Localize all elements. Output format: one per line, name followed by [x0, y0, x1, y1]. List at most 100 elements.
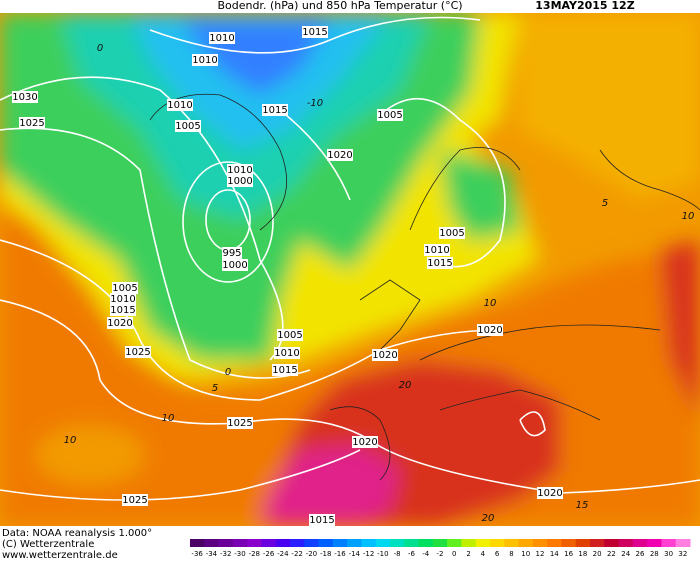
colorbar-tick-label: 10 — [521, 550, 530, 558]
colorbar-swatch — [404, 539, 420, 547]
isobar-label-bg — [19, 117, 45, 129]
colorbar-tick-label: -2 — [437, 550, 444, 558]
isobar-label: 1025 — [122, 495, 147, 506]
colorbar-swatch — [247, 539, 262, 547]
coastlines — [149, 93, 700, 481]
isobar-label-bg — [439, 227, 465, 239]
colorbar-swatch — [632, 539, 648, 547]
colorbar-swatch — [490, 539, 505, 547]
temperature-label: 20 — [399, 380, 412, 391]
isobar-label: 1000 — [222, 260, 247, 271]
colorbar-swatch — [575, 539, 591, 547]
colorbar-swatch — [547, 539, 562, 547]
isobar-label-bg — [175, 120, 201, 132]
temperature-label: 0 — [97, 43, 103, 54]
colorbar-swatch — [375, 539, 391, 547]
temperature-label: 10 — [64, 435, 77, 446]
colorbar-tick-label: 32 — [678, 550, 687, 558]
temperature-label: 15 — [576, 500, 589, 511]
isobar-label: 1020 — [107, 318, 132, 329]
colorbar-tick-label: -16 — [334, 550, 346, 558]
isobar-label-bg — [192, 54, 218, 66]
colorbar-swatch — [290, 539, 305, 547]
colorbar-swatch — [447, 539, 462, 547]
map-title: Bodendr. (hPa) und 850 hPa Temperatur (°… — [217, 0, 462, 12]
isobar-label: 1020 — [352, 437, 377, 448]
isobar-label: 1010 — [192, 55, 217, 66]
colorbar-swatch — [647, 539, 662, 547]
temperature-label: 10 — [162, 413, 175, 424]
map-date: 13MAY2015 12Z — [535, 0, 634, 12]
isobar-label: 1025 — [19, 118, 44, 129]
colorbar-swatch — [475, 539, 491, 547]
colorbar-tick-label: -34 — [206, 550, 218, 558]
colorbar-tick-label: -18 — [320, 550, 331, 558]
isobar-label: 1015 — [110, 305, 135, 316]
colorbar-tick-label: -28 — [249, 550, 260, 558]
colorbar-tick-label: -20 — [306, 550, 317, 558]
isobar-label: 1020 — [327, 150, 352, 161]
colorbar-tick-label: -4 — [422, 550, 430, 558]
colorbar-tick-label: 30 — [664, 550, 673, 558]
colorbar-swatch — [318, 539, 334, 547]
footer-line: www.wetterzentrale.de — [2, 550, 118, 561]
isobar-label: 1005 — [112, 283, 137, 294]
temperature-label: 0 — [225, 367, 231, 378]
colorbar-tick-label: 8 — [509, 550, 513, 558]
colorbar-tick-label: 12 — [536, 550, 545, 558]
footer: Data: NOAA reanalysis 1.000°(C) Wetterze… — [2, 528, 152, 561]
isobar-label-bg — [227, 417, 253, 429]
colorbar-tick-label: -10 — [377, 550, 388, 558]
colorbar-tick-label: 24 — [621, 550, 630, 558]
isobar-label-bg — [125, 346, 151, 358]
isobar-label-bg — [112, 282, 138, 294]
isobar-label-bg — [272, 364, 298, 376]
colorbar-swatch — [275, 539, 291, 547]
colorbar-tick-label: -24 — [277, 550, 289, 558]
isobar-label-bg — [537, 487, 563, 499]
isobar-label-bg — [277, 329, 303, 341]
isobar-label-bg — [427, 257, 453, 269]
isobar-label: 1020 — [477, 325, 502, 336]
colorbar-swatch — [590, 539, 605, 547]
colorbar-swatch — [461, 539, 477, 547]
isobar-label: 1005 — [377, 110, 402, 121]
isobar-label-bg — [227, 175, 253, 187]
isobar-label-bg — [327, 149, 353, 161]
colorbar-swatch — [418, 539, 434, 547]
isobar-label-bg — [309, 514, 335, 526]
isobar-label: 1025 — [125, 347, 150, 358]
colorbar-tick-label: -8 — [394, 550, 401, 558]
temperature-label: 20 — [482, 513, 495, 524]
colorbar-tick-label: 4 — [481, 550, 486, 558]
colorbar-swatch — [432, 539, 448, 547]
colorbar-tick-label: 16 — [564, 550, 573, 558]
isobars — [0, 16, 700, 501]
colorbar-swatch — [390, 539, 405, 547]
isobar-label-bg — [262, 104, 288, 116]
colorbar-tick-label: 28 — [650, 550, 659, 558]
colorbar-tick-label: 26 — [636, 550, 645, 558]
isobar-label-bg — [167, 99, 193, 111]
isobar-label-bg — [424, 244, 450, 256]
isobar-label: 1025 — [227, 418, 252, 429]
colorbar-tick-label: 14 — [550, 550, 559, 558]
colorbar-swatch — [361, 539, 377, 547]
isobar-label-bg — [372, 349, 398, 361]
isobar-label-bg — [110, 293, 136, 305]
temperature-label: 10 — [484, 298, 497, 309]
colorbar-tick-label: -36 — [191, 550, 203, 558]
isobar-label: 1015 — [427, 258, 452, 269]
isobar-label-bg — [352, 436, 378, 448]
colorbar-swatch — [675, 539, 691, 547]
isobar-label-bg — [227, 164, 253, 176]
isobar-label-bg — [107, 317, 133, 329]
colorbar-swatch — [604, 539, 620, 547]
colorbar-swatch — [190, 539, 205, 547]
colorbar-swatch — [304, 539, 320, 547]
isobar-label-bg — [122, 494, 148, 506]
colorbar-swatch — [561, 539, 577, 547]
temperature-label: -10 — [307, 98, 323, 109]
colorbar-tick-label: -22 — [291, 550, 302, 558]
